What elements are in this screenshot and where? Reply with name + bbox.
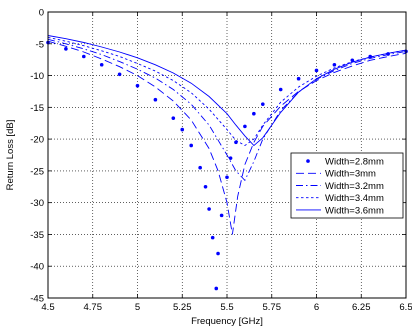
data-point bbox=[198, 165, 202, 170]
data-point bbox=[99, 62, 104, 67]
legend-label: Width=2.8mm bbox=[325, 157, 384, 168]
y-tick-label: -45 bbox=[30, 294, 44, 305]
data-point bbox=[135, 83, 140, 88]
x-tick-label: 6.5 bbox=[399, 302, 412, 313]
legend-box bbox=[290, 152, 404, 219]
y-tick-label: -30 bbox=[30, 198, 44, 209]
data-point bbox=[314, 68, 319, 73]
legend-marker bbox=[306, 159, 310, 163]
series-width-2-8mm bbox=[46, 40, 408, 291]
x-tick-label: 5.5 bbox=[220, 302, 233, 313]
data-point bbox=[203, 184, 208, 189]
y-tick-label: -40 bbox=[30, 262, 44, 273]
series-width-3-2mm bbox=[47, 38, 407, 182]
series-group bbox=[46, 35, 408, 291]
x-axis-label: Frequency [GHz] bbox=[191, 316, 263, 327]
y-tick-label: -5 bbox=[36, 39, 44, 50]
data-point bbox=[171, 116, 176, 120]
data-point bbox=[189, 143, 193, 148]
series-width-3mm bbox=[47, 40, 407, 235]
y-axis-label: Return Loss [dB] bbox=[5, 120, 16, 191]
legend: Width=2.8mmWidth=3mmWidth=3.2mmWidth=3.4… bbox=[290, 152, 404, 219]
data-point bbox=[82, 54, 86, 59]
data-point bbox=[243, 124, 247, 129]
legend-label: Width=3.4mm bbox=[325, 193, 384, 204]
y-tick-label: -15 bbox=[30, 103, 44, 114]
data-point bbox=[210, 235, 215, 240]
data-point bbox=[180, 127, 185, 132]
data-point bbox=[153, 97, 158, 102]
data-point bbox=[117, 72, 122, 77]
x-tick-label: 5.75 bbox=[263, 302, 282, 313]
series-width-3-6mm bbox=[47, 35, 407, 147]
data-point bbox=[296, 76, 301, 81]
legend-label: Width=3.2mm bbox=[325, 181, 384, 192]
data-point bbox=[225, 175, 229, 180]
x-tick-label: 5 bbox=[135, 302, 140, 313]
y-tick-label: -10 bbox=[30, 71, 44, 82]
y-tick-label: -20 bbox=[30, 135, 44, 146]
data-point bbox=[214, 286, 219, 291]
data-point bbox=[219, 213, 224, 218]
tick-labels: 4.5 4.75 5 5.25 5.5 5.75 6 6.25 6.5 0 -5 -10 -15 -20 -… bbox=[30, 8, 412, 314]
x-tick-label: 4.75 bbox=[84, 302, 103, 313]
data-point bbox=[261, 102, 265, 106]
data-point bbox=[252, 111, 256, 116]
y-tick-label: 0 bbox=[39, 8, 44, 19]
data-point bbox=[64, 47, 68, 51]
data-point bbox=[207, 207, 211, 211]
y-tick-label: -35 bbox=[30, 230, 44, 241]
legend-label: Width=3.6mm bbox=[325, 205, 384, 216]
y-tick-label: -25 bbox=[30, 166, 44, 177]
data-point bbox=[332, 62, 337, 67]
x-tick-label: 4.5 bbox=[41, 302, 54, 313]
data-point bbox=[228, 156, 233, 160]
plot-frame bbox=[47, 11, 407, 299]
legend-label: Width=3mm bbox=[325, 169, 376, 180]
series-width-3-4mm bbox=[47, 36, 407, 147]
x-tick-label: 5.25 bbox=[173, 302, 192, 313]
x-tick-label: 6 bbox=[314, 302, 319, 313]
x-tick-label: 6.25 bbox=[352, 302, 371, 313]
data-point bbox=[216, 251, 220, 256]
data-point bbox=[278, 87, 283, 92]
